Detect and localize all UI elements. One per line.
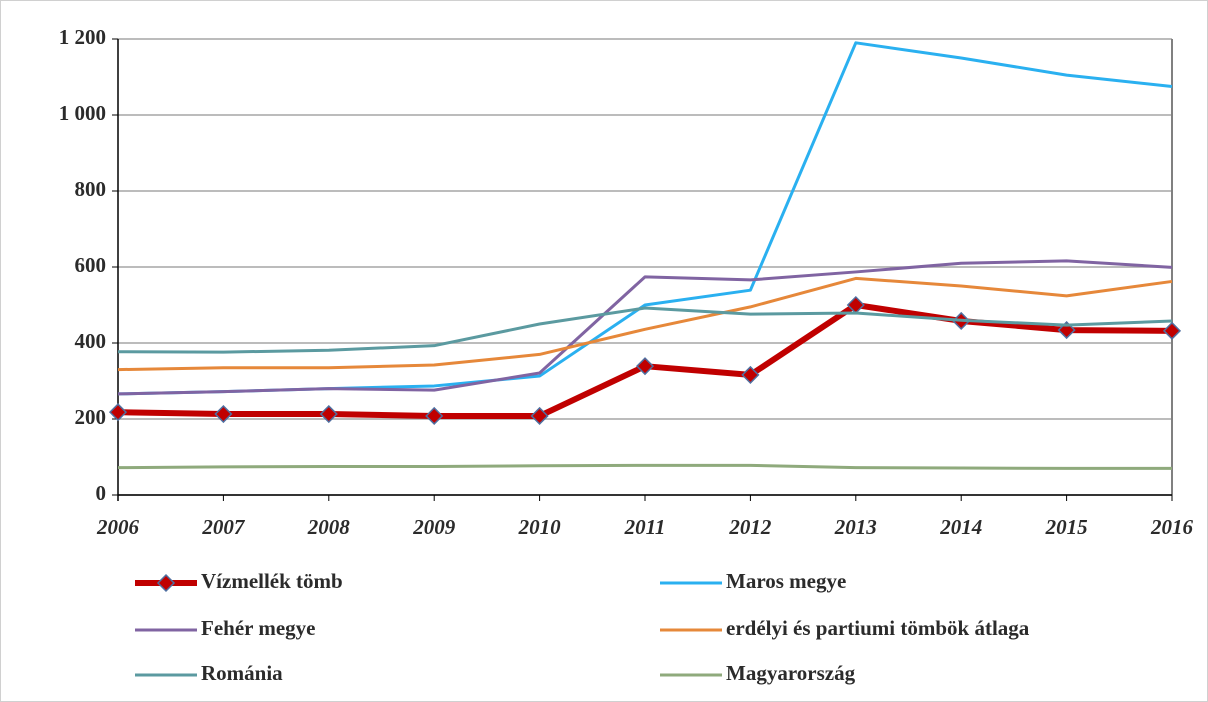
legend-label: Maros megye xyxy=(726,569,846,593)
x-tick-label: 2010 xyxy=(518,515,562,539)
series-line xyxy=(117,259,1173,396)
marker xyxy=(108,403,128,422)
series-line xyxy=(117,463,1172,470)
marker xyxy=(1162,321,1182,340)
marker xyxy=(425,406,444,426)
legend-label: erdélyi és partiumi tömbök átlaga xyxy=(726,616,1030,640)
x-tick-label: 2006 xyxy=(96,515,140,539)
y-tick-label: 0 xyxy=(96,481,107,505)
y-tick-label: 1 000 xyxy=(59,101,106,125)
y-tick-label: 800 xyxy=(75,177,107,201)
x-tick-label: 2016 xyxy=(1150,515,1194,539)
marker xyxy=(214,404,233,424)
marker xyxy=(741,365,760,384)
legend-label: Vízmellék tömb xyxy=(201,569,343,593)
x-tick-label: 2014 xyxy=(939,515,982,539)
legend-marker xyxy=(156,573,176,593)
x-tick-label: 2015 xyxy=(1045,515,1088,539)
y-tick-label: 1 200 xyxy=(59,25,106,49)
y-tick-label: 600 xyxy=(75,253,107,277)
series-line xyxy=(117,306,1173,354)
x-tick-label: 2012 xyxy=(728,515,772,539)
legend-label: Fehér megye xyxy=(201,616,315,640)
marker xyxy=(319,404,338,424)
x-tick-label: 2009 xyxy=(412,515,456,539)
x-tick-label: 2008 xyxy=(307,515,351,539)
marker xyxy=(635,357,655,376)
series-line xyxy=(117,276,1173,372)
legend-label: Románia xyxy=(201,661,283,685)
y-tick-label: 400 xyxy=(75,329,107,353)
x-tick-label: 2011 xyxy=(624,515,666,539)
x-tick-label: 2013 xyxy=(834,515,877,539)
marker xyxy=(530,406,549,426)
y-tick-label: 200 xyxy=(75,405,107,429)
legend-label: Magyarország xyxy=(726,661,856,685)
x-tick-label: 2007 xyxy=(201,515,246,539)
